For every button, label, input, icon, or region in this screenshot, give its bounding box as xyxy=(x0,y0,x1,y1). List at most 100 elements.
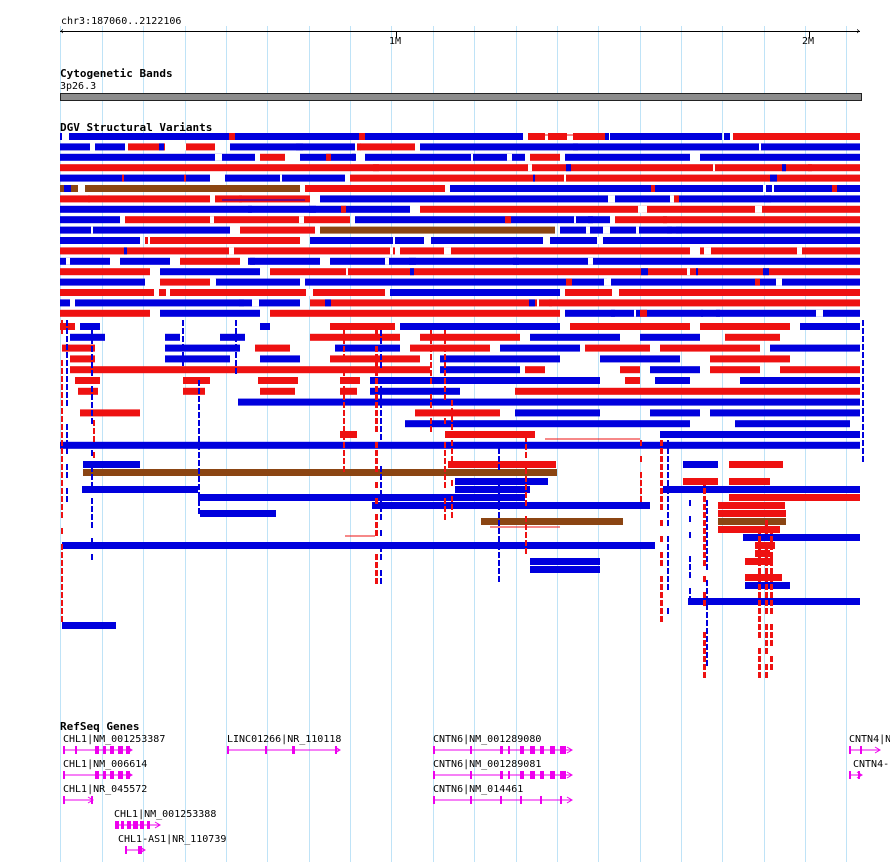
ruler-tick-label-1m: 1M xyxy=(389,36,402,47)
structural-variant xyxy=(770,624,773,630)
structural-variant xyxy=(310,333,400,341)
structural-variant xyxy=(380,442,382,448)
structural-variant xyxy=(498,536,500,542)
structural-variant xyxy=(343,402,345,408)
structural-variant xyxy=(380,394,382,400)
structural-variant xyxy=(375,514,378,520)
structural-variant xyxy=(706,516,708,522)
gene-exon xyxy=(126,746,130,754)
structural-variant xyxy=(703,528,706,534)
structural-variant xyxy=(343,458,345,464)
gene-label[interactable]: CNTN6|NM_001289081 xyxy=(433,759,542,770)
structural-variant xyxy=(765,624,768,630)
structural-variant xyxy=(770,560,773,566)
gene-exon xyxy=(560,746,566,754)
structural-variant xyxy=(239,299,244,307)
gene-label[interactable]: CHL1|NM_001253387 xyxy=(63,734,166,745)
structural-variant xyxy=(862,368,864,374)
structural-variant xyxy=(343,346,345,352)
structural-variant xyxy=(198,396,200,402)
structural-variant xyxy=(498,488,500,494)
structural-variant xyxy=(610,133,722,140)
structural-variant xyxy=(280,174,282,182)
gene-exon xyxy=(508,746,510,754)
gene-label[interactable]: CNTN4|N xyxy=(849,734,890,745)
structural-variant xyxy=(612,289,619,296)
structural-variant xyxy=(70,366,430,374)
structural-variant xyxy=(471,153,473,161)
region-label: chr3:187060..2122106 xyxy=(61,16,182,27)
gene-label[interactable]: CNTN4- xyxy=(853,759,890,770)
gene-label[interactable]: CNTN6|NM_014461 xyxy=(433,784,524,795)
structural-variant xyxy=(611,309,615,317)
structural-variant xyxy=(706,564,708,570)
gene-label[interactable]: CHL1|NR_045572 xyxy=(63,784,148,795)
gene-label[interactable]: CHL1-AS1|NR_110739 xyxy=(118,834,227,845)
structural-variant xyxy=(61,616,63,622)
structural-variant xyxy=(390,289,560,296)
structural-variant xyxy=(498,504,500,510)
gene-exon xyxy=(433,746,435,754)
structural-variant xyxy=(667,464,669,470)
structural-variant xyxy=(444,378,446,384)
structural-variant xyxy=(440,355,560,363)
structural-variant xyxy=(60,185,300,192)
structural-variant xyxy=(667,496,669,502)
structural-variant xyxy=(525,524,527,530)
structural-variant xyxy=(78,387,98,395)
structural-variant xyxy=(444,450,446,456)
structural-variant xyxy=(370,387,460,395)
gene-label[interactable]: CHL1|NM_006614 xyxy=(63,759,148,770)
structural-variant xyxy=(343,434,345,440)
structural-variant xyxy=(660,480,663,486)
gene-label[interactable]: CHL1|NM_001253388 xyxy=(114,809,217,820)
structural-variant xyxy=(430,346,432,352)
structural-variant xyxy=(597,237,603,244)
structural-variant xyxy=(765,544,768,550)
structural-variant xyxy=(660,440,663,446)
structural-variant xyxy=(91,418,93,424)
structural-variant xyxy=(724,133,730,140)
structural-variant xyxy=(530,333,620,341)
gene-exon xyxy=(520,746,524,754)
structural-variant xyxy=(703,536,706,542)
structural-variant xyxy=(667,504,669,510)
structural-variant xyxy=(91,506,93,512)
structural-variant xyxy=(343,450,345,456)
structural-variant xyxy=(375,354,378,360)
gene-exon xyxy=(433,796,435,804)
structural-variant xyxy=(451,408,453,414)
structural-variant xyxy=(703,672,706,678)
ruler-left-arrow[interactable]: ‹ xyxy=(59,26,66,37)
structural-variant xyxy=(525,484,527,490)
structural-variant xyxy=(703,600,706,606)
gene-label[interactable]: LINC01266|NR_110118 xyxy=(227,734,342,745)
gene-label[interactable]: CNTN6|NM_001289080 xyxy=(433,734,542,745)
structural-variant xyxy=(548,133,605,140)
structural-variant xyxy=(703,544,706,550)
structural-variant xyxy=(703,632,706,638)
structural-variant xyxy=(444,362,446,368)
gene-exon xyxy=(127,821,131,829)
structural-variant xyxy=(91,466,93,472)
structural-variant xyxy=(309,205,316,213)
structural-variant xyxy=(61,488,63,494)
gene-exon xyxy=(470,796,472,804)
structural-variant xyxy=(120,257,170,265)
cytoband-bar[interactable] xyxy=(60,93,862,101)
structural-variant xyxy=(62,542,655,549)
structural-variant xyxy=(198,500,200,506)
structural-variant xyxy=(375,466,378,472)
structural-variant xyxy=(640,472,642,478)
structural-variant xyxy=(375,330,378,336)
gene-exon xyxy=(500,771,503,779)
structural-variant xyxy=(343,354,345,360)
ruler-right-arrow[interactable]: › xyxy=(855,26,862,37)
structural-variant xyxy=(758,608,761,614)
structural-variant xyxy=(60,268,150,276)
structural-variant xyxy=(444,338,446,344)
structural-variant xyxy=(343,330,345,336)
structural-variant xyxy=(683,478,718,485)
